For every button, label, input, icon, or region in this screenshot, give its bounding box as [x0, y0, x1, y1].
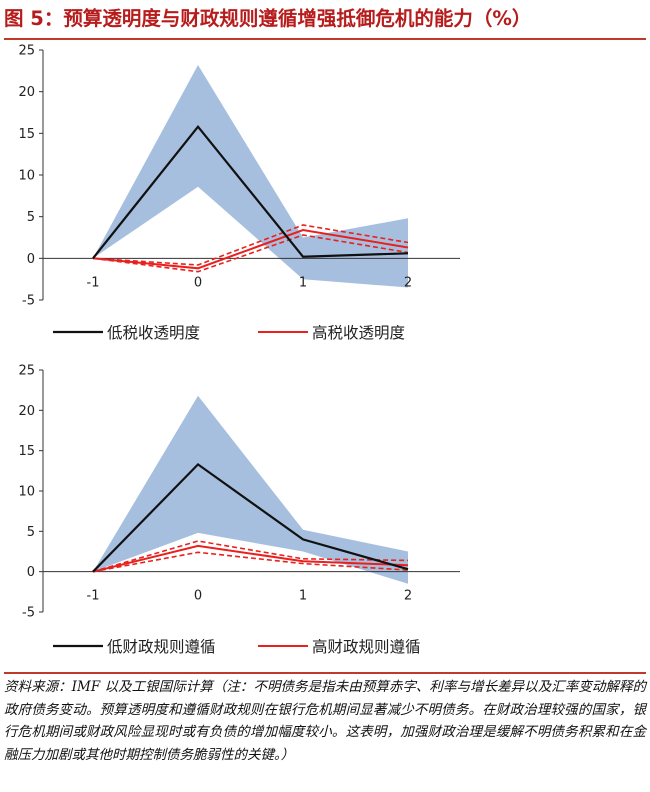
source-rule	[4, 672, 646, 674]
high-series-upper-bound	[92, 224, 409, 266]
x-tick-label: 1	[299, 275, 307, 290]
x-tick-label: -1	[87, 275, 100, 290]
high-series-lower-bound	[92, 234, 409, 273]
confidence-band	[93, 65, 408, 288]
x-tick-label: 1	[299, 589, 307, 604]
high-series-lower-bound	[92, 551, 409, 573]
y-tick-label: 15	[18, 127, 35, 142]
legend-label-high: 高财政规则遵循	[312, 638, 421, 656]
low-series-line	[92, 462, 409, 573]
x-tick-label: 2	[404, 589, 412, 604]
y-tick-label: 25	[18, 44, 35, 59]
x-tick-label: 0	[194, 589, 202, 604]
y-tick-label: 10	[18, 485, 35, 500]
high-series-upper-bound	[92, 540, 409, 573]
chart-title: 图 5：预算透明度与财政规则遵循增强抵御危机的能力（%）	[4, 7, 532, 30]
y-tick-label: 25	[18, 364, 35, 379]
legend-label-low: 低财政规则遵循	[107, 638, 216, 656]
y-tick-label: 15	[18, 444, 35, 459]
confidence-band	[93, 395, 408, 584]
source-note: 资料来源：IMF 以及工银国际计算（注：不明债务是指未由预算赤字、利率与增长差异…	[4, 679, 646, 763]
y-tick-label: 5	[27, 210, 35, 225]
legend-label-high: 高税收透明度	[312, 324, 405, 342]
y-tick-label: -5	[22, 294, 35, 309]
y-tick-label: 20	[18, 404, 35, 419]
chart-tax-transparency: 25 20 15 10 5 0 -5 -1 0 1 2 低税收透明度 高税收透明度	[18, 44, 460, 342]
low-series-line	[92, 124, 409, 259]
y-tick-label: -5	[22, 606, 35, 621]
y-tick-label: 20	[18, 85, 35, 100]
y-tick-label: 5	[27, 525, 35, 540]
title-rule	[4, 38, 646, 40]
y-tick-label: 10	[18, 169, 35, 184]
x-tick-label: 2	[404, 275, 412, 290]
chart-fiscal-rule-compliance: 25 20 15 10 5 0 -5 -1 0 1 2 低财政规则遵循 高财政规则遵循	[18, 364, 460, 656]
high-series-line	[92, 228, 409, 270]
y-tick-label: 0	[27, 252, 35, 267]
y-tick-label: 0	[27, 565, 35, 580]
x-tick-label: 0	[194, 275, 202, 290]
high-series-line	[92, 544, 409, 573]
x-tick-label: -1	[87, 589, 100, 604]
legend-label-low: 低税收透明度	[107, 324, 200, 342]
